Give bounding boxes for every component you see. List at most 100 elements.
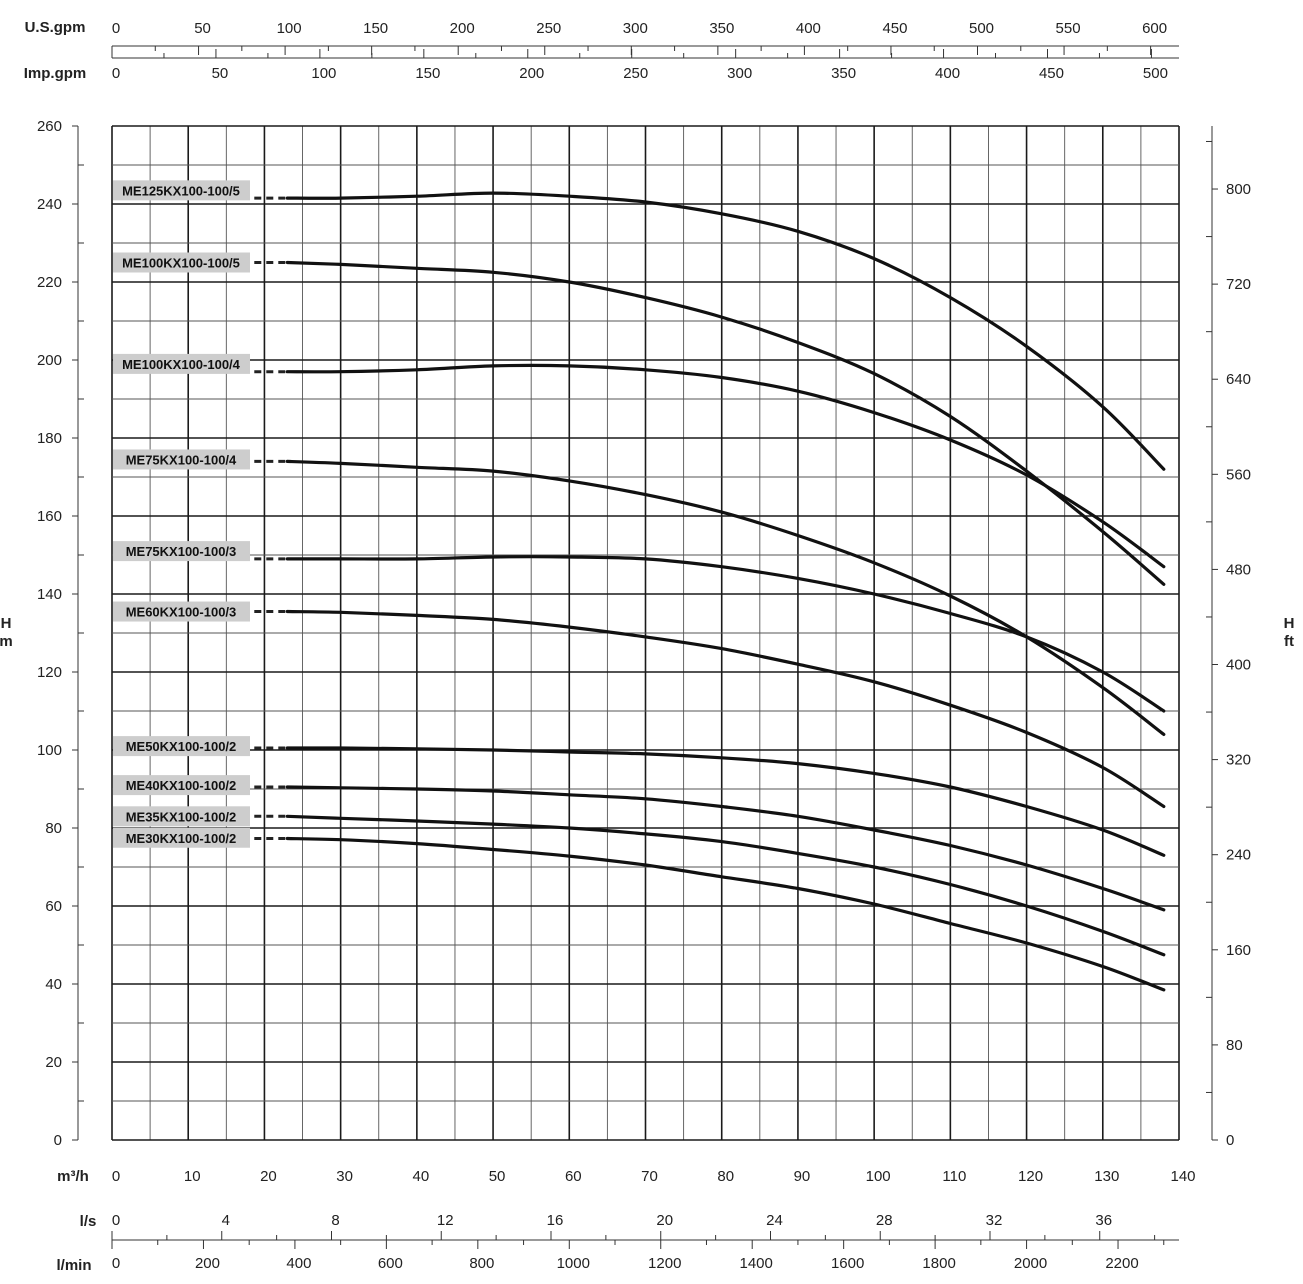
us-gpm-tick-label: 200	[450, 20, 475, 37]
ls-tick-label: 28	[876, 1212, 893, 1229]
series-layer: ME125KX100-100/5 ME100KX100-100/5 ME100KX1…	[113, 180, 1166, 992]
series-me50kx100-100-2: ME50KX100-100/2	[113, 736, 1166, 857]
x-tick-label: 70	[641, 1168, 658, 1185]
series-label-box	[113, 806, 250, 827]
us-gpm-tick-label: 300	[623, 20, 648, 37]
imp-gpm-tick-label: 150	[415, 65, 440, 82]
imp-gpm-tick-label: 50	[212, 65, 229, 82]
axes: 0204060801001201401601802002202402600801…	[37, 20, 1251, 1272]
series-line	[285, 363, 1166, 569]
imp-gpm-tick-label: 300	[727, 65, 752, 82]
ls-unit-label: l/s	[80, 1213, 97, 1230]
series-line	[285, 555, 1166, 713]
y-right-tick-label: 400	[1226, 657, 1251, 674]
series-label: ME35KX100-100/2	[126, 809, 237, 824]
y-left-tick-label: 160	[37, 508, 62, 525]
ls-tick-label: 4	[222, 1212, 230, 1229]
imp-gpm-tick-label: 200	[519, 65, 544, 82]
series-line	[285, 609, 1166, 809]
lmin-tick-label: 2200	[1105, 1255, 1138, 1272]
series-label-box	[113, 601, 250, 622]
us-gpm-tick-label: 150	[363, 20, 388, 37]
series-label: ME75KX100-100/3	[126, 544, 237, 559]
us-gpm-tick-label: 550	[1056, 20, 1081, 37]
y-left-unit-sub-label: m	[0, 633, 13, 650]
y-right-tick-label: 0	[1226, 1132, 1234, 1149]
us-gpm-tick-label: 400	[796, 20, 821, 37]
series-me60kx100-100-3: ME60KX100-100/3	[113, 601, 1166, 809]
grid	[111, 125, 1180, 1141]
series-label: ME50KX100-100/2	[126, 739, 237, 754]
series-label-box	[113, 180, 250, 201]
y-left-tick-label: 180	[37, 430, 62, 447]
series-label-box	[113, 541, 250, 562]
lmin-tick-label: 200	[195, 1255, 220, 1272]
imp-gpm-tick-label: 500	[1143, 65, 1168, 82]
x-tick-label: 100	[866, 1168, 891, 1185]
us-gpm-tick-label: 100	[277, 20, 302, 37]
lmin-tick-label: 600	[378, 1255, 403, 1272]
y-right-unit-sub-label: ft	[1284, 633, 1294, 650]
y-right-tick-label: 160	[1226, 942, 1251, 959]
us-gpm-tick-label: 600	[1142, 20, 1167, 37]
series-me125kx100-100-5: ME125KX100-100/5	[113, 180, 1166, 471]
y-right-tick-label: 640	[1226, 371, 1251, 388]
x-tick-label: 80	[717, 1168, 734, 1185]
y-right-unit-label: H	[1284, 615, 1295, 632]
y-left-tick-label: 120	[37, 664, 62, 681]
us-gpm-tick-label: 0	[112, 20, 120, 37]
series-label: ME60KX100-100/3	[126, 605, 237, 620]
series-label-box	[113, 353, 250, 374]
y-left-tick-label: 240	[37, 196, 62, 213]
imp-gpm-tick-label: 400	[935, 65, 960, 82]
y-right-tick-label: 240	[1226, 847, 1251, 864]
lmin-tick-label: 400	[286, 1255, 311, 1272]
imp-gpm-tick-label: 350	[831, 65, 856, 82]
us-gpm-tick-label: 250	[536, 20, 561, 37]
series-label-box	[113, 736, 250, 757]
y-right-tick-label: 480	[1226, 561, 1251, 578]
series-label: ME125KX100-100/5	[122, 183, 240, 198]
x-tick-label: 60	[565, 1168, 582, 1185]
imp-gpm-tick-label: 250	[623, 65, 648, 82]
series-line	[285, 785, 1166, 912]
lmin-tick-label: 800	[469, 1255, 494, 1272]
imp-gpm-tick-label: 0	[112, 65, 120, 82]
y-left-tick-label: 40	[45, 976, 62, 993]
us-gpm-tick-label: 500	[969, 20, 994, 37]
lmin-tick-label: 1000	[557, 1255, 590, 1272]
series-label: ME100KX100-100/5	[122, 256, 240, 271]
lmin-tick-label: 1200	[648, 1255, 681, 1272]
y-right-tick-label: 80	[1226, 1037, 1243, 1054]
lmin-tick-label: 1600	[831, 1255, 864, 1272]
y-left-tick-label: 80	[45, 820, 62, 837]
y-right-tick-label: 560	[1226, 466, 1251, 483]
ls-tick-label: 36	[1095, 1212, 1112, 1229]
ls-tick-label: 16	[547, 1212, 564, 1229]
y-left-tick-label: 60	[45, 898, 62, 915]
y-right-tick-label: 720	[1226, 276, 1251, 293]
us-gpm-unit-label: U.S.gpm	[25, 19, 86, 36]
series-me30kx100-100-2: ME30KX100-100/2	[113, 827, 1166, 992]
series-me75kx100-100-3: ME75KX100-100/3	[113, 541, 1166, 713]
series-line	[285, 191, 1166, 471]
lmin-tick-label: 2000	[1014, 1255, 1047, 1272]
x-tick-label: 140	[1170, 1168, 1195, 1185]
lmin-tick-label: 0	[112, 1255, 120, 1272]
series-me35kx100-100-2: ME35KX100-100/2	[113, 806, 1166, 957]
ls-tick-label: 20	[656, 1212, 673, 1229]
y-left-tick-label: 140	[37, 586, 62, 603]
y-left-tick-label: 0	[54, 1132, 62, 1149]
series-me100kx100-100-4: ME100KX100-100/4	[113, 353, 1166, 569]
series-label-box	[113, 252, 250, 273]
series-label-box	[113, 775, 250, 796]
y-left-tick-label: 220	[37, 274, 62, 291]
lmin-unit-label: l/min	[56, 1257, 91, 1274]
y-left-tick-label: 200	[37, 352, 62, 369]
y-left-tick-label: 260	[37, 118, 62, 135]
ls-tick-label: 32	[986, 1212, 1003, 1229]
x-tick-label: 110	[942, 1168, 966, 1185]
x-tick-label: 130	[1094, 1168, 1119, 1185]
